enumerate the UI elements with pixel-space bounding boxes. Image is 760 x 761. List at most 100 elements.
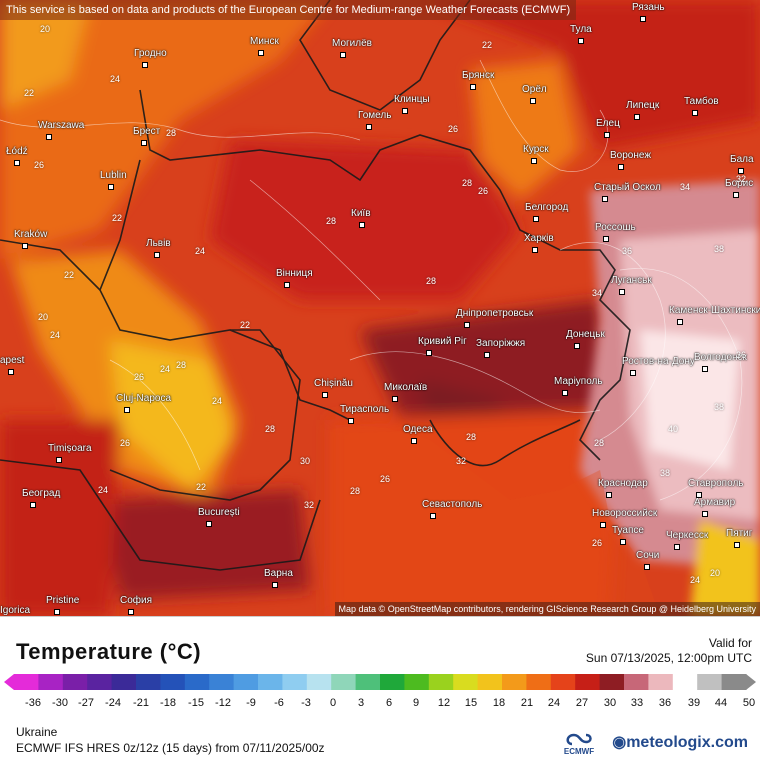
colorbar-segment	[87, 674, 113, 690]
city-marker-beograd	[30, 502, 36, 508]
city-label-boris: Борис	[725, 178, 754, 189]
temperature-label: 22	[112, 213, 123, 223]
city-label-voronezh: Воронеж	[610, 150, 652, 161]
colorbar-segment	[404, 674, 430, 690]
colorbar-segment	[282, 674, 308, 690]
colorbar-segment	[550, 674, 576, 690]
city-marker-lviv	[154, 252, 160, 258]
city-label-varna: Варна	[264, 568, 293, 579]
colorbar-segment	[331, 674, 357, 690]
country-borders	[0, 0, 631, 571]
colorbar-tick-label: 50	[742, 697, 756, 709]
city-marker-gomel	[366, 124, 372, 130]
city-marker-luhansk	[619, 289, 625, 295]
city-marker-krasnodar	[606, 492, 612, 498]
colorbar-tick-label: -15	[188, 697, 204, 709]
city-marker-bucuresti	[206, 521, 212, 527]
colorbar-tick-label: 15	[464, 697, 478, 709]
city-label-rostov: Ростов-на-Дону	[622, 356, 695, 367]
colorbar-segment	[355, 674, 381, 690]
city-label-zaporizhzhia: Запоріжжя	[476, 338, 526, 349]
city-marker-tambov	[692, 110, 698, 116]
colorbar-segment	[697, 674, 723, 690]
city-marker-mogilev	[340, 52, 346, 58]
city-marker-kamensk	[677, 319, 683, 325]
city-marker-rossosh	[603, 236, 609, 242]
city-label-orel: Орёл	[522, 84, 547, 95]
legend-title: Temperature (°C)	[16, 639, 202, 664]
colorbar-tick-label: 24	[547, 697, 561, 709]
colorbar-segment	[380, 674, 405, 690]
city-label-mogilev: Могилёв	[332, 38, 372, 49]
city-label-stavropol: Ставрополь	[688, 478, 744, 489]
city-marker-boris	[733, 192, 739, 198]
city-label-belgorod: Белгород	[525, 202, 569, 213]
city-label-lviv: Львів	[146, 238, 171, 249]
temperature-map: This service is based on data and produc…	[0, 0, 760, 616]
city-label-lodz: Łódź	[6, 146, 28, 157]
city-label-minsk: Минск	[250, 36, 279, 47]
temperature-label: 36	[622, 246, 633, 256]
colorbar-segment	[184, 674, 210, 690]
city-label-dnipro: Дніпропетровськ	[456, 308, 534, 319]
colorbar-segment	[477, 674, 503, 690]
city-marker-minsk	[258, 50, 264, 56]
city-label-donetsk: Донецьк	[566, 329, 605, 340]
city-label-ryazan: Рязань	[632, 2, 665, 13]
colorbar-segment	[38, 674, 64, 690]
city-marker-chisinau	[322, 392, 328, 398]
map-attribution[interactable]: Map data © OpenStreetMap contributors, r…	[334, 602, 760, 616]
colorbar-tick-label: -30	[52, 697, 68, 709]
temperature-label: 28	[326, 216, 337, 226]
temperature-label: 40	[668, 424, 679, 434]
city-label-sofia: София	[120, 595, 153, 606]
colorbar-segment	[453, 674, 479, 690]
colorbar-tick-label: 33	[630, 697, 644, 709]
city-marker-pyatig	[734, 542, 740, 548]
city-marker-vinnytsia	[284, 282, 290, 288]
colorbar-segment	[233, 674, 259, 690]
temperature-label: 20	[38, 312, 49, 322]
temperature-label: 28	[466, 432, 477, 442]
colorbar-segment	[575, 674, 601, 690]
city-marker-mariupol	[562, 390, 568, 396]
colorbar-tick-label: 0	[329, 697, 337, 709]
colorbar-tick-label: -18	[160, 697, 176, 709]
city-label-bucuresti: București	[198, 507, 240, 518]
city-marker-volgodonsk	[702, 366, 708, 372]
colorbar-segment	[672, 674, 698, 690]
city-marker-novorossiysk	[600, 522, 606, 528]
colorbar-tick-label: 12	[437, 697, 451, 709]
isotherms	[0, 59, 743, 501]
temperature-label: 26	[448, 124, 459, 134]
city-label-tuapse: Туапсе	[612, 525, 644, 536]
city-marker-brest	[141, 140, 147, 146]
city-label-warszawa: Warszawa	[38, 120, 85, 131]
city-marker-stary-oskol	[602, 196, 608, 202]
colorbar-segment	[306, 674, 332, 690]
city-label-grodno: Гродно	[134, 48, 167, 59]
colorbar-tick-label: -36	[25, 697, 41, 709]
city-label-stary-oskol: Старый Оскол	[594, 182, 661, 193]
city-label-tula: Тула	[570, 24, 592, 35]
city-label-luhansk: Луганськ	[611, 275, 652, 286]
temperature-label: 36	[736, 350, 747, 360]
temperature-label: 26	[592, 538, 603, 548]
city-marker-armavir	[702, 511, 708, 517]
city-marker-sochi	[644, 564, 650, 570]
colorbar-tick-label: 44	[714, 697, 728, 709]
meteologix-brand[interactable]: ◉meteologix.com	[612, 734, 748, 751]
colorbar-segment	[209, 674, 235, 690]
colorbar-tick-label: 18	[492, 697, 506, 709]
temperature-label: 24	[50, 330, 61, 340]
colorbar-segment	[502, 674, 527, 690]
model-info: ECMWF IFS HRES 0z/12z (15 days) from 07/…	[16, 741, 325, 755]
temperature-label: 32	[304, 500, 315, 510]
temperature-label: 20	[40, 24, 51, 34]
temperature-label: 24	[110, 74, 121, 84]
temperature-label: 38	[660, 468, 671, 478]
city-marker-sevastopol	[430, 513, 436, 519]
temperature-label: 26	[34, 160, 45, 170]
colorbar-tick-label: -24	[105, 697, 121, 709]
colorbar-segment	[258, 674, 283, 690]
